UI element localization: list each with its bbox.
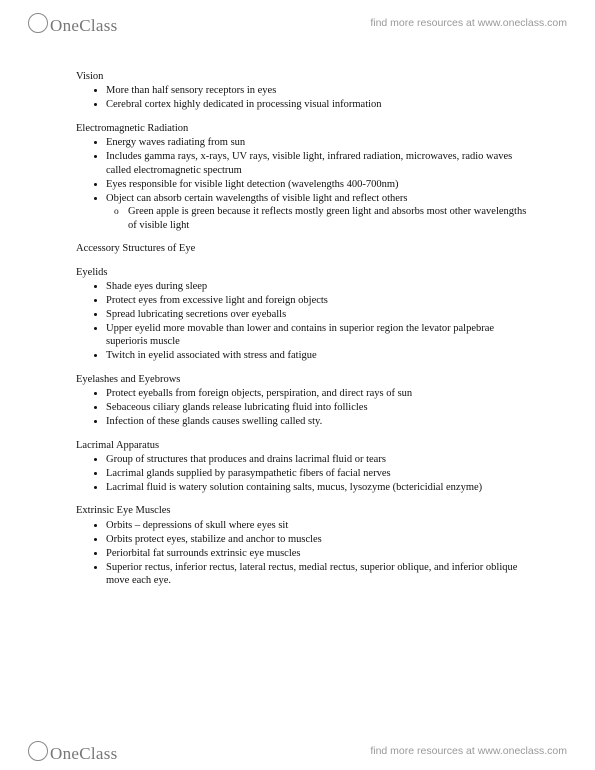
sub-bullet-list: Green apple is green because it reflects… — [106, 205, 531, 232]
section: Accessory Structures of Eye — [76, 242, 531, 255]
section-title: Vision — [76, 70, 531, 83]
footer-tagline[interactable]: find more resources at www.oneclass.com — [370, 745, 567, 757]
list-item: Orbits – depressions of skull where eyes… — [106, 519, 531, 532]
section: Eyelashes and Eyebrows Protect eyeballs f… — [76, 373, 531, 429]
section-title: Eyelashes and Eyebrows — [76, 373, 531, 386]
list-item: Includes gamma rays, x-rays, UV rays, vi… — [106, 150, 531, 177]
list-item-text: Twitch in eyelid associated with stress … — [106, 350, 317, 361]
header-tagline[interactable]: find more resources at www.oneclass.com — [370, 17, 567, 29]
section: Eyelids Shade eyes during sleep Protect ey… — [76, 266, 531, 363]
list-item: Orbits protect eyes, stabilize and ancho… — [106, 533, 531, 546]
section-title: Electromagnetic Radiation — [76, 122, 531, 135]
header: OneClass find more resources at www.onec… — [0, 0, 595, 42]
logo-part-one: One — [50, 744, 79, 763]
footer-logo[interactable]: OneClass — [28, 739, 118, 764]
list-item-text: Sebaceous ciliary glands release lubrica… — [106, 402, 368, 413]
list-item: Protect eyeballs from foreign objects, p… — [106, 387, 531, 400]
list-item: Periorbital fat surrounds extrinsic eye … — [106, 547, 531, 560]
list-item: Shade eyes during sleep — [106, 280, 531, 293]
list-item: Lacrimal fluid is watery solution contai… — [106, 481, 531, 494]
list-item: Upper eyelid more movable than lower and… — [106, 322, 531, 349]
bullet-list: More than half sensory receptors in eyes… — [76, 84, 531, 111]
bullet-list: Group of structures that produces and dr… — [76, 453, 531, 494]
section-title: Accessory Structures of Eye — [76, 242, 531, 255]
logo-circle-icon — [28, 13, 48, 33]
list-item: Cerebral cortex highly dedicated in proc… — [106, 98, 531, 111]
list-item-text: Protect eyeballs from foreign objects, p… — [106, 388, 412, 399]
section-title: Lacrimal Apparatus — [76, 439, 531, 452]
list-item-text: Orbits protect eyes, stabilize and ancho… — [106, 534, 322, 545]
list-item: More than half sensory receptors in eyes — [106, 84, 531, 97]
sub-list-item: Green apple is green because it reflects… — [128, 205, 531, 232]
list-item: Spread lubricating secretions over eyeba… — [106, 308, 531, 321]
bullet-list: Orbits – depressions of skull where eyes… — [76, 519, 531, 588]
list-item-text: Cerebral cortex highly dedicated in proc… — [106, 99, 382, 110]
logo-part-class: Class — [79, 16, 117, 35]
list-item: Energy waves radiating from sun — [106, 136, 531, 149]
section: VisionMore than half sensory receptors i… — [76, 70, 531, 112]
logo-part-one: One — [50, 16, 79, 35]
list-item-text: Periorbital fat surrounds extrinsic eye … — [106, 548, 301, 559]
list-item-text: Lacrimal glands supplied by parasympathe… — [106, 468, 391, 479]
list-item-text: Orbits – depressions of skull where eyes… — [106, 520, 288, 531]
list-item-text: Object can absorb certain wavelengths of… — [106, 193, 407, 204]
list-item-text: Spread lubricating secretions over eyeba… — [106, 309, 286, 320]
section: Extrinsic Eye Muscles Orbits – depression… — [76, 504, 531, 587]
document-body: VisionMore than half sensory receptors i… — [0, 42, 595, 587]
list-item: Lacrimal glands supplied by parasympathe… — [106, 467, 531, 480]
list-item: Sebaceous ciliary glands release lubrica… — [106, 401, 531, 414]
bullet-list: Energy waves radiating from sun Includes … — [76, 136, 531, 232]
list-item: Twitch in eyelid associated with stress … — [106, 349, 531, 362]
list-item-text: More than half sensory receptors in eyes — [106, 85, 276, 96]
list-item-text: Shade eyes during sleep — [106, 281, 207, 292]
list-item-text: Energy waves radiating from sun — [106, 137, 245, 148]
footer-logo-text: OneClass — [50, 744, 118, 764]
list-item-text: Infection of these glands causes swellin… — [106, 416, 322, 427]
list-item: Group of structures that produces and dr… — [106, 453, 531, 466]
list-item: Infection of these glands causes swellin… — [106, 415, 531, 428]
list-item-text: Eyes responsible for visible light detec… — [106, 179, 398, 190]
list-item-text: Protect eyes from excessive light and fo… — [106, 295, 328, 306]
list-item: Superior rectus, inferior rectus, latera… — [106, 561, 531, 588]
logo-text: OneClass — [50, 16, 118, 36]
list-item: Object can absorb certain wavelengths of… — [106, 192, 531, 233]
logo[interactable]: OneClass — [28, 11, 118, 36]
logo-circle-icon — [28, 741, 48, 761]
section-title: Extrinsic Eye Muscles — [76, 504, 531, 517]
bullet-list: Shade eyes during sleep Protect eyes from… — [76, 280, 531, 363]
list-item: Eyes responsible for visible light detec… — [106, 178, 531, 191]
section: Lacrimal Apparatus Group of structures th… — [76, 439, 531, 495]
list-item-text: Superior rectus, inferior rectus, latera… — [106, 562, 517, 586]
footer: OneClass find more resources at www.onec… — [0, 728, 595, 770]
section-title: Eyelids — [76, 266, 531, 279]
list-item-text: Lacrimal fluid is watery solution contai… — [106, 482, 482, 493]
section: Electromagnetic RadiationEnergy waves ra… — [76, 122, 531, 233]
list-item-text: Includes gamma rays, x-rays, UV rays, vi… — [106, 151, 512, 175]
page: OneClass find more resources at www.onec… — [0, 0, 595, 770]
list-item: Protect eyes from excessive light and fo… — [106, 294, 531, 307]
list-item-text: Upper eyelid more movable than lower and… — [106, 323, 494, 347]
bullet-list: Protect eyeballs from foreign objects, p… — [76, 387, 531, 428]
logo-part-class: Class — [79, 744, 117, 763]
list-item-text: Group of structures that produces and dr… — [106, 454, 386, 465]
